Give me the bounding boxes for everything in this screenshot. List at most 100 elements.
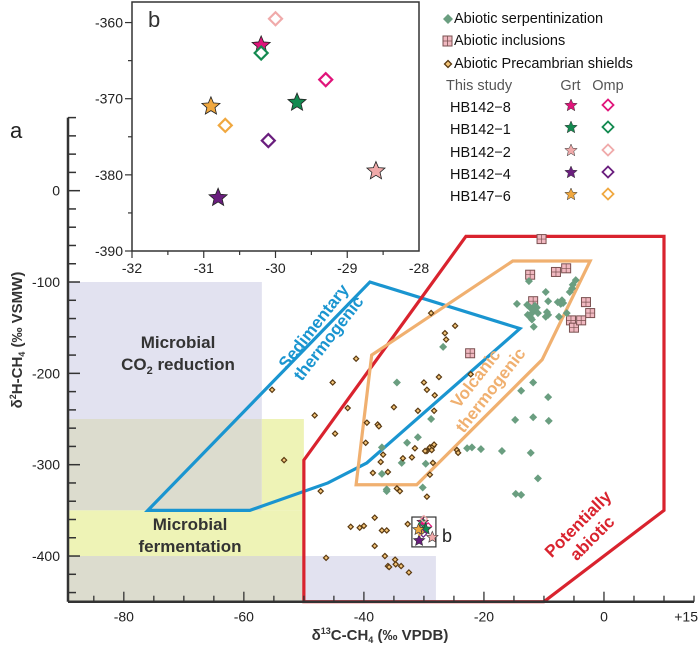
x-title-sup: 13 — [321, 626, 331, 636]
serpentinization-point — [554, 312, 563, 321]
x-title-sub: 4 — [368, 635, 373, 645]
co2-text: CO — [121, 355, 147, 374]
serpentinization-point — [403, 438, 412, 447]
inclusion-cross — [576, 315, 586, 325]
serpentinization-point — [427, 415, 436, 424]
legend-precambrian-label: Abiotic Precambrian shields — [454, 55, 633, 72]
region-rect-0 — [68, 282, 262, 420]
serpentinization-point — [392, 378, 401, 387]
inclusion-point — [525, 269, 536, 280]
serpentinization-point — [544, 297, 553, 306]
precambrian-point — [329, 379, 337, 386]
x-tick-label: -60 — [234, 609, 254, 625]
serpentinization-point — [562, 309, 571, 318]
region-rect-5 — [303, 556, 436, 602]
serpentinization-point — [497, 446, 506, 455]
co2-reduction-label-line1: Microbial — [141, 333, 216, 352]
y-title-sup: 2 — [8, 394, 18, 399]
serpentinization-point — [529, 378, 538, 387]
y-title-unit: (‰ VSMW) — [9, 272, 26, 352]
x-tick-label: -40 — [354, 609, 374, 625]
inset-frame — [131, 1, 420, 252]
serpentinization-point — [571, 276, 580, 285]
serpentinization-point — [413, 433, 422, 442]
regions-layer — [68, 282, 436, 602]
reduction-text: reduction — [153, 355, 235, 374]
x-tick-label: +15 — [674, 609, 698, 625]
legend-inclusions: Abiotic inclusions — [442, 30, 633, 52]
precambrian-point — [467, 370, 475, 378]
inset-omp-point — [253, 44, 270, 62]
precambrian-point — [392, 560, 400, 568]
precambrian-point — [399, 454, 407, 462]
region-rect-1 — [68, 419, 262, 511]
co2-subscript: 2 — [147, 365, 153, 377]
sample-name: HB142−1 — [450, 122, 511, 139]
inset-y-tick-label: -380 — [95, 167, 123, 183]
precambrian-point — [347, 523, 355, 531]
precambrian-point — [363, 419, 371, 427]
legend-samples: HB142−8 HB142−1 HB142−2 HB142−4 HB147−6 — [442, 97, 633, 208]
legend-inclusions-label: Abiotic inclusions — [454, 33, 566, 50]
this-study-label: This study — [446, 77, 513, 94]
precambrian-point — [423, 386, 431, 394]
serpentinization-point — [530, 301, 539, 310]
precambrian-point — [375, 422, 383, 430]
region-rect-3 — [68, 510, 304, 557]
precambrian-point — [384, 468, 392, 476]
co2-reduction-label-line2: CO2 reduction — [121, 355, 235, 377]
serpentinization-point — [541, 288, 550, 297]
region-rect-2 — [261, 419, 304, 511]
precambrian-point — [385, 563, 393, 571]
serpentinization-point — [418, 483, 427, 492]
y-title-sub: 4 — [17, 352, 27, 357]
serpentinization-point — [512, 299, 521, 308]
precambrian-point — [268, 386, 276, 394]
precambrian-point — [352, 355, 360, 363]
x-title-main: C-CH — [331, 627, 369, 644]
omp-diamond-icon — [587, 186, 629, 208]
serpentinization-point — [421, 459, 430, 468]
serpentinization-point — [511, 489, 520, 498]
y-tick-label: -300 — [32, 457, 60, 473]
inclusion-cross — [465, 348, 475, 358]
precambrian-point — [396, 487, 404, 495]
grt-star-icon — [554, 186, 587, 208]
inclusion-cross — [561, 263, 571, 273]
precambrian-point — [427, 309, 435, 317]
main-grt-point — [412, 533, 426, 546]
serpentinization-point — [524, 277, 533, 286]
precambrian-point — [377, 458, 385, 466]
sample-name: HB142−2 — [450, 144, 511, 161]
precambrian-point — [441, 329, 449, 337]
serpentinization-point — [533, 474, 542, 483]
serpentinization-point — [529, 413, 538, 422]
serpentinization-point — [526, 448, 535, 457]
precambrian-point — [371, 542, 379, 550]
inclusion-point — [536, 234, 547, 245]
inset-grt-point — [200, 95, 221, 115]
region-rect-4 — [68, 556, 304, 602]
y-axis-title: δ2H-CH4 (‰ VSMW) — [8, 272, 27, 409]
x-title-unit: (‰ VPDB) — [373, 627, 448, 644]
sample-name: HB142−8 — [450, 100, 511, 117]
abiotic-label: Potentially abiotic — [541, 487, 618, 565]
inclusion-point — [580, 297, 591, 308]
panel-a-label: a — [10, 118, 23, 143]
precambrian-point — [280, 456, 288, 464]
green-diamond-icon — [443, 14, 453, 25]
inclusion-cross — [585, 308, 595, 318]
precambrian-point — [454, 449, 462, 457]
sample-name: HB142−4 — [450, 167, 511, 184]
inset-x-tick-label: -28 — [409, 260, 429, 276]
inclusion-point — [576, 315, 587, 326]
precambrian-point — [322, 554, 330, 562]
y-title-delta: δ — [9, 399, 26, 408]
sedimentary-label: Sedimentary thermogenic — [275, 280, 368, 384]
inset-x-tick-label: -31 — [194, 260, 214, 276]
precambrian-point — [414, 407, 422, 415]
brown-diamond-icon — [443, 59, 453, 69]
main-grt-point — [425, 530, 439, 543]
